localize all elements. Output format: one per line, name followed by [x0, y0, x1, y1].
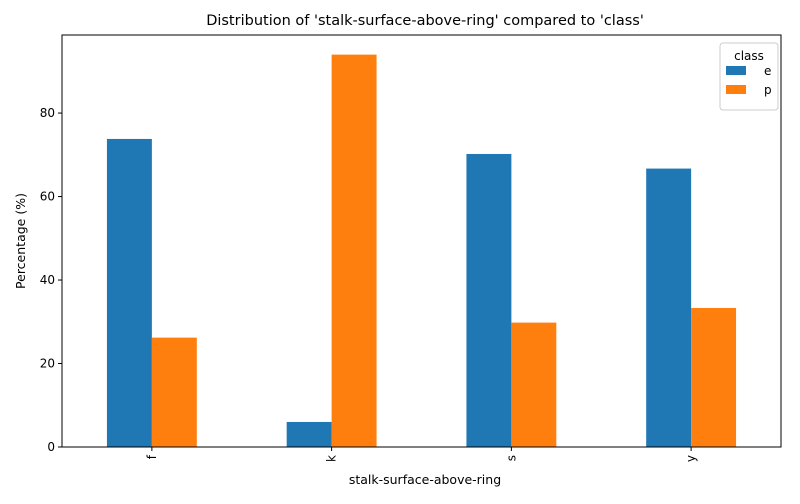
legend-label-e: e: [764, 64, 771, 78]
x-axis-label: stalk-surface-above-ring: [349, 472, 501, 487]
y-tick-label: 80: [40, 106, 55, 120]
x-tick-label: f: [145, 454, 159, 459]
x-tick-label: k: [325, 455, 339, 462]
x-tick-label: y: [684, 455, 698, 462]
legend-swatch-e: [726, 66, 746, 75]
y-tick-label: 40: [40, 273, 55, 287]
bar-p-f: [151, 337, 197, 447]
x-tick-label: s: [504, 455, 518, 461]
bar-e-s: [466, 153, 512, 448]
bar-e-f: [106, 138, 152, 447]
legend: class ep: [719, 42, 779, 111]
legend-label-p: p: [764, 83, 772, 97]
y-tick-label: 60: [40, 190, 55, 204]
y-axis-label: Percentage (%): [13, 193, 28, 289]
bar-e-y: [646, 168, 692, 448]
bar-p-s: [511, 322, 557, 447]
plot-area: 0 20 40 60 80 f k s y: [40, 34, 782, 462]
bar-e-k: [286, 421, 332, 447]
bar-p-y: [691, 307, 737, 447]
chart-title: Distribution of 'stalk-surface-above-rin…: [206, 13, 644, 29]
y-tick-label: 20: [40, 357, 55, 371]
legend-title: class: [734, 49, 764, 63]
y-tick-label: 0: [47, 440, 55, 454]
bar-p-k: [331, 54, 377, 447]
legend-swatch-p: [726, 85, 746, 94]
axes-frame: [61, 34, 782, 448]
